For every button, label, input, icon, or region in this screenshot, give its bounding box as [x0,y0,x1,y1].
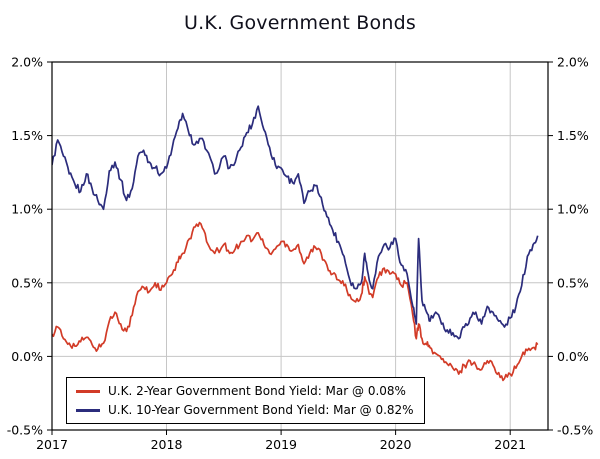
y-axis-tick-label-left: 1.5% [11,128,43,143]
y-axis-tick-label-right: 0.5% [557,275,589,290]
legend-label-10-year: U.K. 10-Year Government Bond Yield: Mar … [108,403,414,417]
10-year-line-swatch-icon [76,408,100,412]
x-axis-tick-label: 2017 [36,437,68,452]
2-year-line-swatch-icon [76,389,100,393]
chart-title: U.K. Government Bonds [184,12,416,34]
plot-border [51,61,549,431]
y-axis-tick-label-left: -0.5% [7,423,43,438]
legend: U.K. 2-Year Government Bond Yield: Mar @… [66,377,425,424]
uk-2-year-line [52,221,539,382]
y-axis-tick-label-right: -0.5% [557,423,593,438]
y-axis-tick-label-left: 0.0% [11,349,43,364]
y-axis-tick-label-right: 0.0% [557,349,589,364]
legend-item-10-year: U.K. 10-Year Government Bond Yield: Mar … [76,402,414,418]
y-axis-tick-label-right: 1.5% [557,128,589,143]
y-axis-tick-label-right: 2.0% [557,55,589,70]
legend-item-2-year: U.K. 2-Year Government Bond Yield: Mar @… [76,383,414,399]
x-axis-tick-label: 2018 [151,437,183,452]
x-axis-tick-label: 2019 [265,437,297,452]
y-axis-tick-label-left: 1.0% [11,202,43,217]
y-axis-tick-label-left: 2.0% [11,55,43,70]
x-axis-tick-label: 2021 [494,437,526,452]
uk-10-year-line [52,105,539,340]
x-axis-tick-label: 2020 [380,437,412,452]
y-axis-tick-label-left: 0.5% [11,275,43,290]
y-axis-tick-label-right: 1.0% [557,202,589,217]
legend-label-2-year: U.K. 2-Year Government Bond Yield: Mar @… [108,384,406,398]
